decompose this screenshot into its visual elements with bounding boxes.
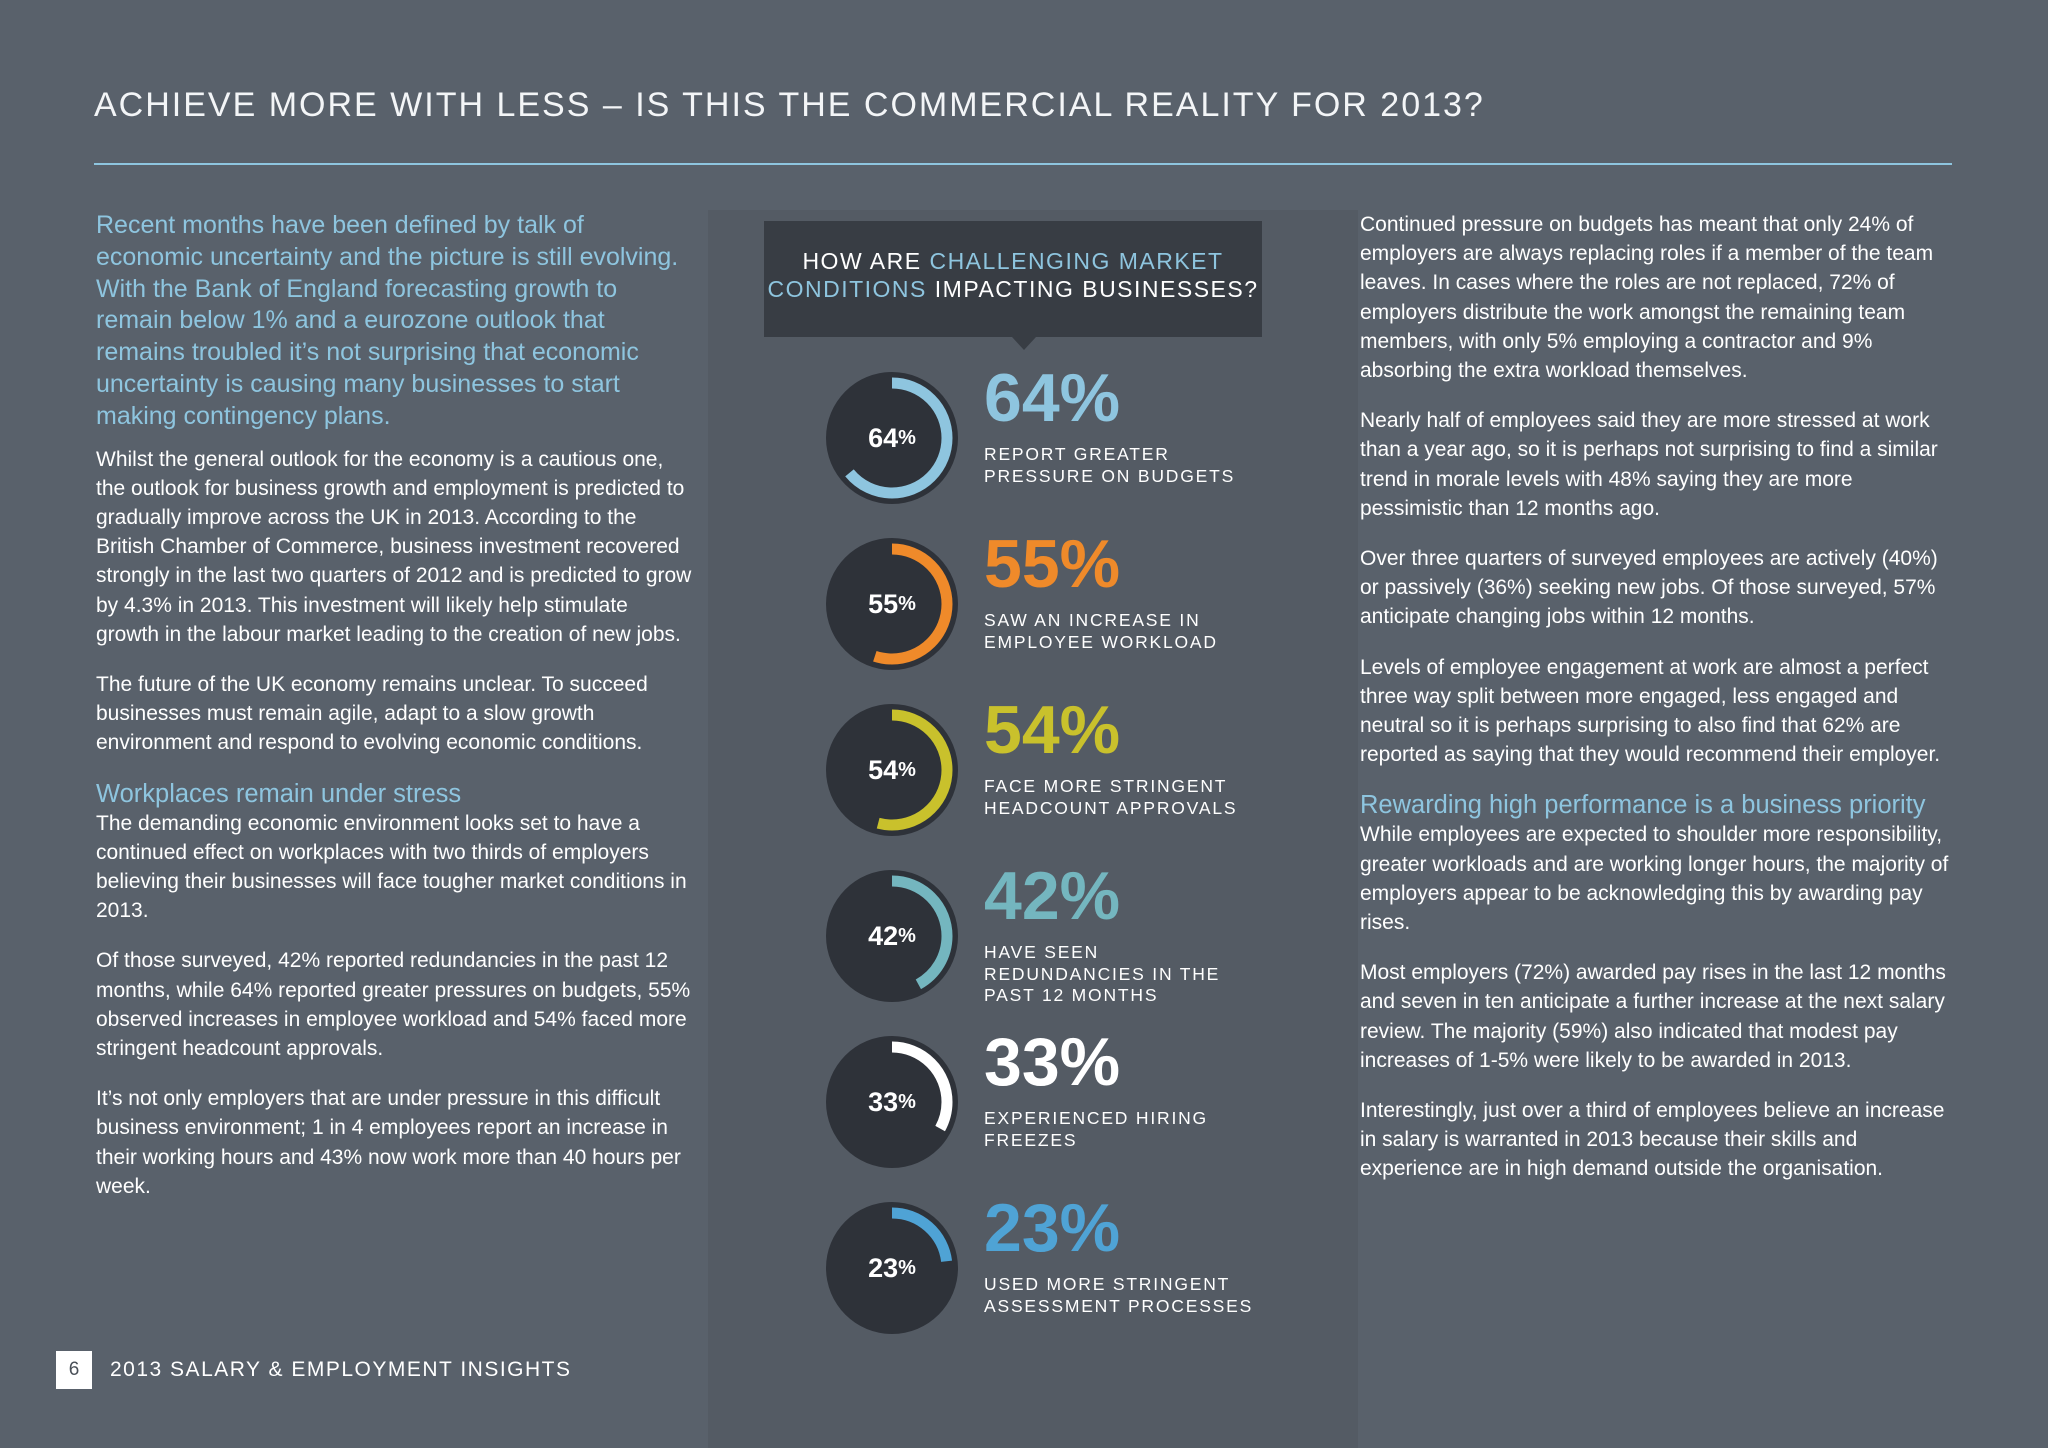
paragraph: The future of the UK economy remains unc… — [96, 673, 648, 755]
donut-arc — [831, 709, 953, 831]
paragraph: While employees are expected to shoulder… — [1360, 823, 1949, 935]
donut-arc — [831, 875, 953, 997]
paragraph: It’s not only employers that are under p… — [96, 1087, 681, 1198]
publication-title: 2013 SALARY & EMPLOYMENT INSIGHTS — [110, 1358, 572, 1381]
donut-label: 55% — [826, 538, 958, 670]
donut-chart — [826, 704, 958, 836]
donut-background — [826, 704, 958, 836]
donut-arc — [831, 543, 953, 665]
donut-background — [826, 1202, 958, 1334]
donut-chart — [826, 1036, 958, 1168]
donut-arc — [831, 1207, 953, 1329]
paragraph: Levels of employee engagement at work ar… — [1360, 655, 1941, 767]
donut-arc — [831, 1041, 953, 1163]
donut-number: 64 — [868, 422, 899, 453]
donut-arc — [831, 377, 953, 499]
stat-percentage: 54% — [984, 692, 1121, 768]
section-heading: Workplaces remain under stress — [96, 779, 462, 808]
stat-item: 55% 55% SAW AN INCREASE IN EMPLOYEE WORKLO… — [826, 528, 1406, 678]
left-column: Recent months have been defined by talk … — [96, 210, 696, 1222]
donut-background — [826, 1036, 958, 1168]
title-divider — [94, 163, 1952, 165]
stat-description: REPORT GREATER PRESSURE ON BUDGETS — [984, 444, 1236, 486]
stat-description: EXPERIENCED HIRING FREEZES — [984, 1108, 1208, 1150]
paragraph: Continued pressure on budgets has meant … — [1360, 213, 1934, 383]
percent-sign: % — [898, 924, 916, 947]
donut-background — [826, 372, 958, 504]
stat-percentage: 64% — [984, 360, 1121, 436]
stat-description: USED MORE STRINGENT ASSESSMENT PROCESSES — [984, 1274, 1254, 1316]
donut-number: 33 — [868, 1086, 899, 1117]
right-column: Continued pressure on budgets has meant … — [1360, 210, 1960, 1205]
donut-background — [826, 870, 958, 1002]
paragraph: The demanding economic environment looks… — [96, 811, 687, 923]
callout-pointer — [1012, 337, 1036, 350]
paragraph: Whilst the general outlook for the econo… — [96, 447, 692, 646]
infographic-panel — [708, 210, 1358, 1448]
donut-label: 33% — [826, 1036, 958, 1168]
donut-chart — [826, 870, 958, 1002]
donut-number: 55 — [868, 588, 899, 619]
percent-sign: % — [898, 1256, 916, 1279]
stat-percentage: 23% — [984, 1190, 1121, 1266]
stat-item: 54% 54% FACE MORE STRINGENT HEADCOUNT APPR… — [826, 694, 1406, 844]
donut-label: 54% — [826, 704, 958, 836]
donut-chart — [826, 538, 958, 670]
stat-percentage: 33% — [984, 1024, 1121, 1100]
stat-item: 42% 42% HAVE SEEN REDUNDANCIES IN THE PAST… — [826, 860, 1406, 1010]
paragraph: Most employers (72%) awarded pay rises i… — [1360, 961, 1946, 1072]
donut-number: 54 — [868, 754, 899, 785]
stat-item: 64% 64% REPORT GREATER PRESSURE ON BUDGETS — [826, 362, 1406, 512]
section-heading: Rewarding high performance is a business… — [1360, 791, 1926, 820]
question-text: IMPACTING BUSINESSES? — [926, 276, 1259, 302]
donut-label: 64% — [826, 372, 958, 504]
paragraph: Of those surveyed, 42% reported redundan… — [96, 949, 691, 1061]
paragraph: Over three quarters of surveyed employee… — [1360, 547, 1938, 629]
paragraph: Nearly half of employees said they are m… — [1360, 409, 1938, 520]
stat-item: 33% 33% EXPERIENCED HIRING FREEZES — [826, 1026, 1406, 1176]
percent-sign: % — [898, 1090, 916, 1113]
stat-description: FACE MORE STRINGENT HEADCOUNT APPROVALS — [984, 776, 1238, 818]
donut-number: 23 — [868, 1252, 899, 1283]
question-highlight: CHALLENGING MARKET — [929, 248, 1224, 274]
page-title: ACHIEVE MORE WITH LESS – IS THIS THE COM… — [94, 86, 1485, 124]
percent-sign: % — [898, 592, 916, 615]
donut-chart — [826, 372, 958, 504]
lead-paragraph: Recent months have been defined by talk … — [96, 211, 679, 430]
stat-description: HAVE SEEN REDUNDANCIES IN THE PAST 12 MO… — [984, 942, 1221, 1005]
paragraph: Interestingly, just over a third of empl… — [1360, 1099, 1945, 1181]
page-number: 6 — [56, 1351, 92, 1389]
percent-sign: % — [898, 426, 916, 449]
donut-label: 42% — [826, 870, 958, 1002]
stat-item: 23% 23% USED MORE STRINGENT ASSESSMENT PRO… — [826, 1192, 1406, 1342]
question-text: HOW ARE — [802, 248, 930, 274]
donut-background — [826, 538, 958, 670]
stat-description: SAW AN INCREASE IN EMPLOYEE WORKLOAD — [984, 610, 1218, 652]
question-highlight: CONDITIONS — [767, 276, 927, 302]
stat-percentage: 55% — [984, 526, 1121, 602]
donut-number: 42 — [868, 920, 899, 951]
donut-chart — [826, 1202, 958, 1334]
infographic-question: HOW ARE CHALLENGING MARKET CONDITIONS IM… — [764, 221, 1262, 337]
percent-sign: % — [898, 758, 916, 781]
donut-label: 23% — [826, 1202, 958, 1334]
stat-percentage: 42% — [984, 858, 1121, 934]
